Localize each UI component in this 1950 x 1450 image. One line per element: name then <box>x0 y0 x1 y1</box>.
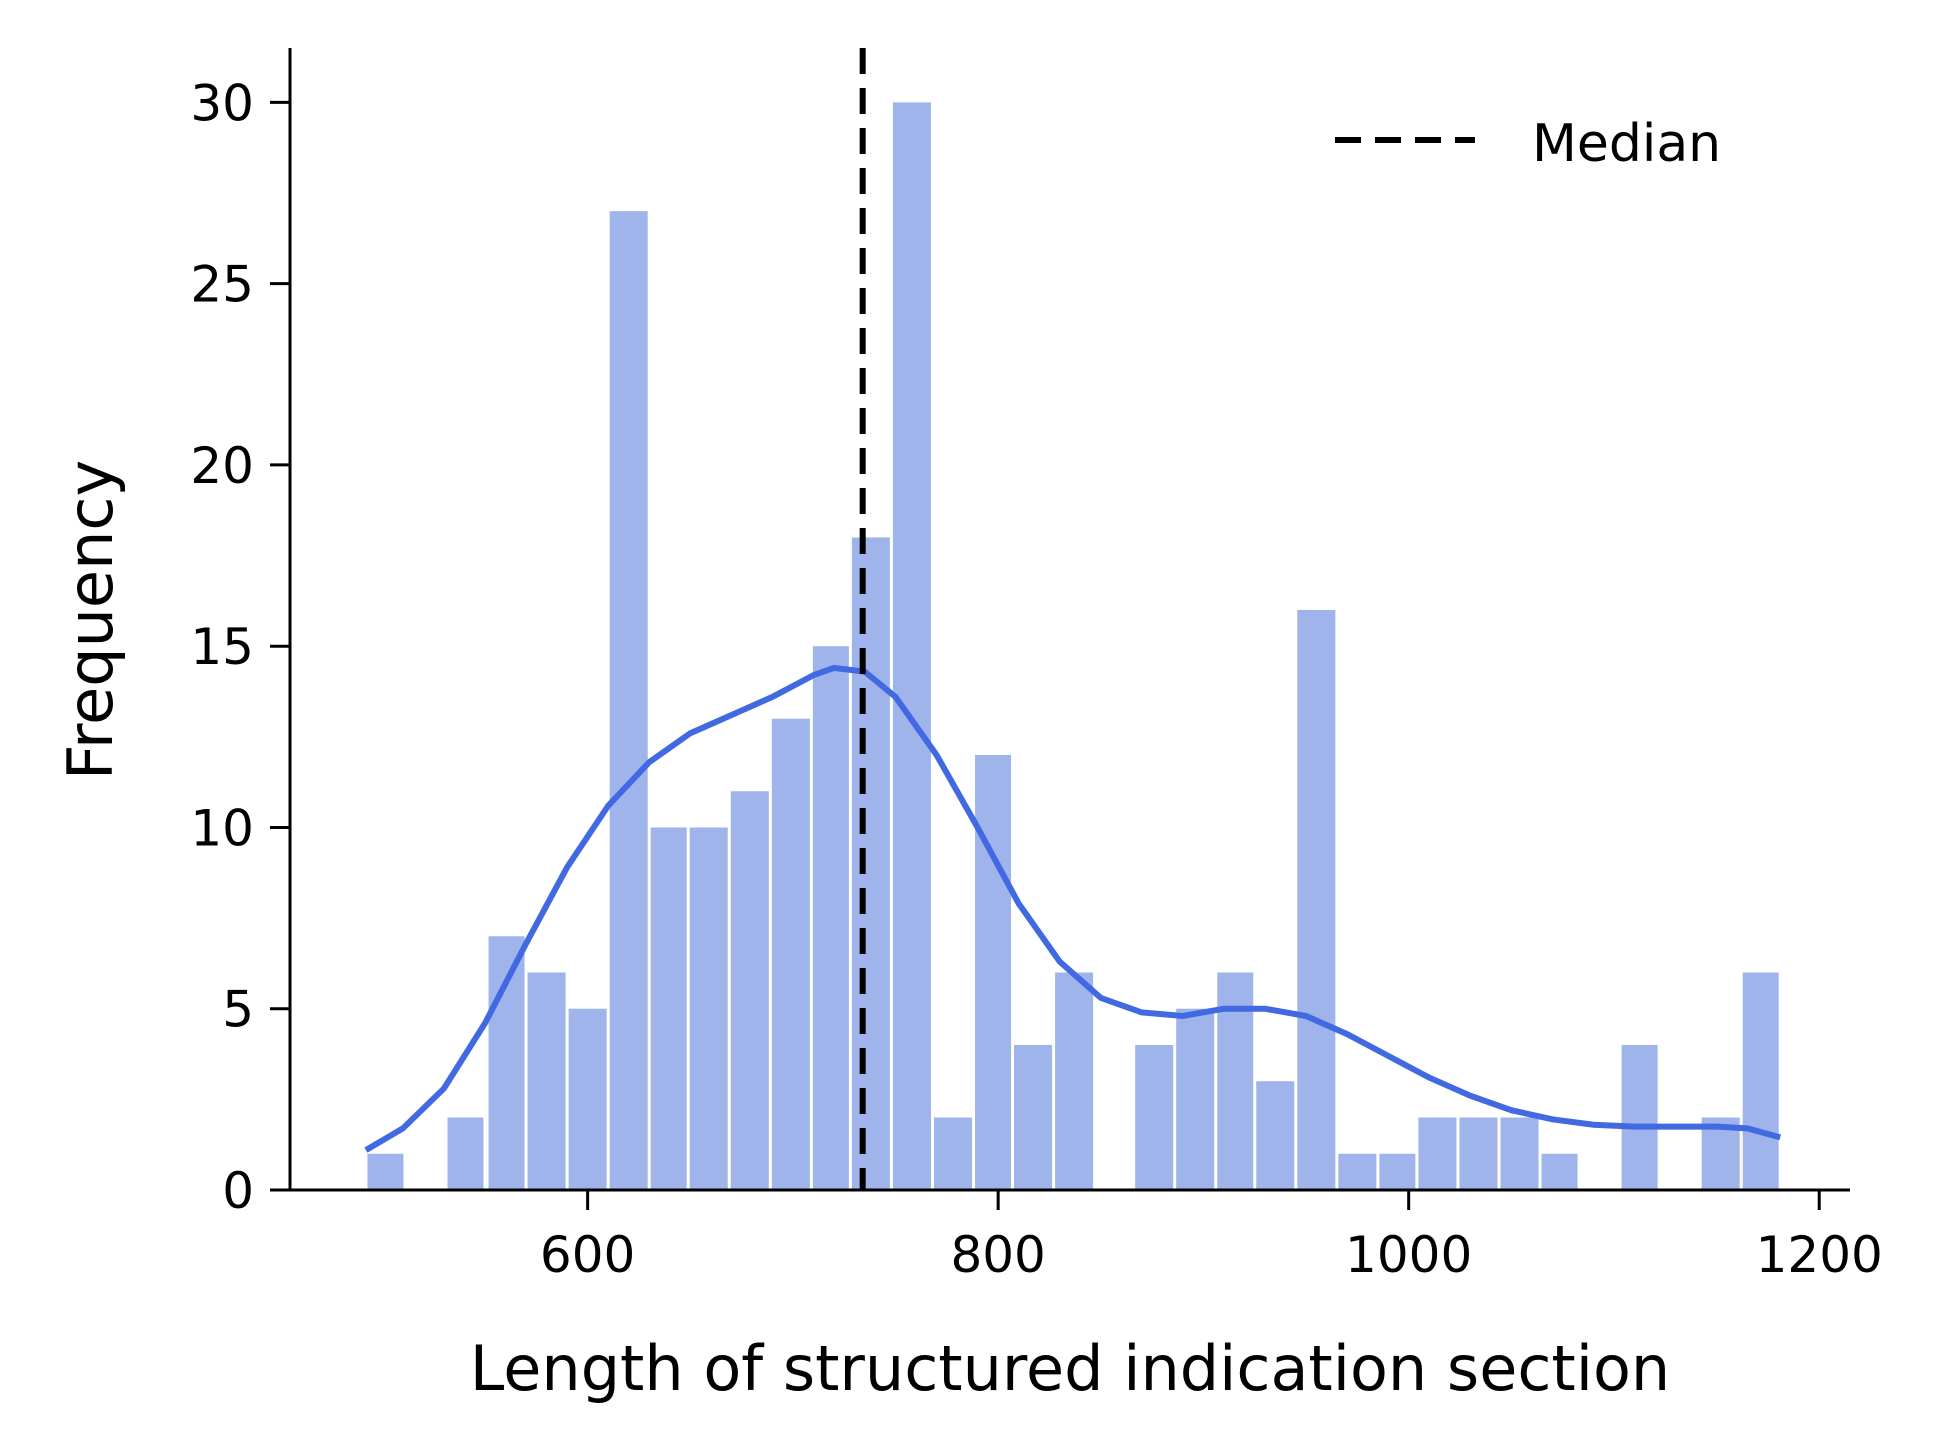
x-tick-label: 600 <box>540 1226 635 1284</box>
histogram-bar <box>447 1117 484 1190</box>
histogram-bar <box>568 1008 607 1190</box>
histogram-bar <box>1742 972 1779 1190</box>
y-axis-ticks: 0 5 10 15 20 25 30 <box>190 74 290 1220</box>
histogram-bar <box>1541 1153 1578 1190</box>
histogram-bar <box>689 827 728 1190</box>
histogram-bar <box>527 972 566 1190</box>
legend-median-label: Median <box>1532 114 1721 174</box>
y-tick-label: 0 <box>222 1162 254 1220</box>
histogram-bar <box>1176 1008 1215 1190</box>
y-axis-label: Frequency <box>54 460 127 780</box>
histogram-bar <box>1297 609 1336 1190</box>
histogram-bar <box>1621 1044 1658 1190</box>
y-tick-label: 5 <box>222 981 254 1039</box>
y-tick-label: 30 <box>190 74 254 132</box>
histogram-bar <box>975 754 1012 1190</box>
histogram-bar <box>1418 1117 1457 1190</box>
histogram-bar <box>730 791 769 1190</box>
histogram-bar <box>851 537 890 1190</box>
histogram-bar <box>1338 1153 1377 1190</box>
histogram-bar <box>488 936 525 1190</box>
legend: Median <box>1335 114 1721 174</box>
y-tick-label: 25 <box>190 256 254 314</box>
histogram-bar <box>1014 1044 1053 1190</box>
histogram-bar <box>650 827 687 1190</box>
histogram-bar <box>1459 1117 1498 1190</box>
y-tick-label: 15 <box>190 618 254 676</box>
y-tick-label: 10 <box>190 799 254 857</box>
histogram-bar <box>771 718 810 1190</box>
histogram-bar <box>1379 1153 1416 1190</box>
histogram-bars <box>367 102 1779 1191</box>
histogram-bar <box>1217 972 1254 1190</box>
histogram-bar <box>367 1153 404 1190</box>
histogram-bar <box>892 102 931 1190</box>
x-tick-label: 1200 <box>1756 1226 1883 1284</box>
x-axis-ticks: 600 800 1000 1200 <box>540 1190 1883 1284</box>
x-tick-label: 800 <box>950 1226 1045 1284</box>
x-tick-label: 1000 <box>1345 1226 1472 1284</box>
histogram-bar <box>1500 1117 1539 1190</box>
y-tick-label: 20 <box>190 437 254 495</box>
histogram-bar <box>609 211 648 1191</box>
histogram-bar <box>1055 972 1094 1190</box>
histogram-bar <box>933 1117 973 1190</box>
histogram-bar <box>1135 1044 1174 1190</box>
kde-curve <box>364 664 1781 1153</box>
histogram-bar <box>1256 1081 1295 1190</box>
histogram-bar <box>812 646 849 1190</box>
x-axis-label: Length of structured indication section <box>470 1332 1670 1405</box>
